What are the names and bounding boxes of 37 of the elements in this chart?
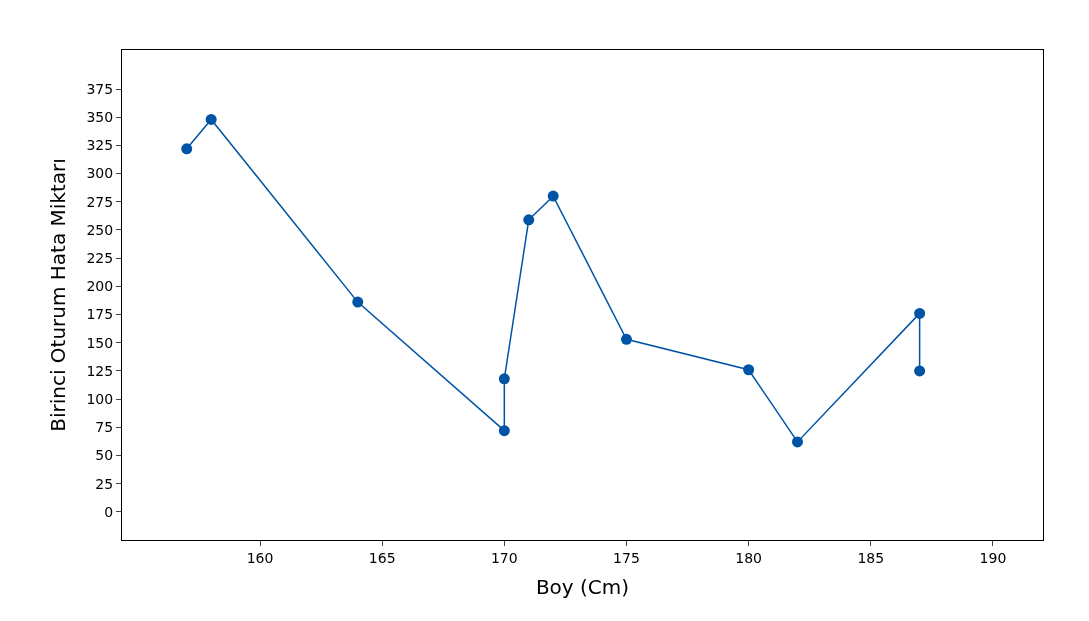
x-axis-title: Boy (Cm) [535,575,630,600]
y-tick-label: 350 [86,109,114,126]
y-tick-label: 225 [86,250,114,267]
y-tick-label: 375 [86,80,114,97]
y-tick-label: 300 [86,165,114,182]
y-tick-label: 200 [86,278,114,295]
y-tick-label: 25 [95,475,114,492]
x-tick-label: 185 [857,549,885,566]
y-tick-label: 125 [86,362,114,379]
point [181,143,193,155]
y-tick-label: 250 [86,221,114,238]
y-tick-label: 150 [86,334,114,351]
y-tick-label: 75 [95,419,114,436]
x-tick-label: 160 [246,549,274,566]
x-tick-label: 170 [490,549,518,566]
y-tick-label: 100 [86,390,114,407]
x-tick-label: 165 [368,549,396,566]
y-tick-label: 50 [95,447,114,464]
x-tick-label: 175 [613,549,640,566]
point [547,190,559,202]
y-tick-label: 275 [86,193,114,210]
x-tick-label: 190 [979,549,1007,566]
y-axis-title: Birinci Oturum Hata Miktarı [45,158,70,432]
point [352,296,364,308]
point [620,333,632,345]
point [498,373,510,385]
point [205,113,217,125]
y-tick-label: 0 [104,503,114,520]
x-tick-label: 180 [735,549,762,566]
point [743,364,755,376]
point [914,365,926,377]
y-tick-label: 325 [86,137,114,154]
point [791,436,803,448]
y-tick-label: 175 [86,306,114,323]
point [523,214,535,226]
point [498,425,510,437]
point [914,307,926,319]
